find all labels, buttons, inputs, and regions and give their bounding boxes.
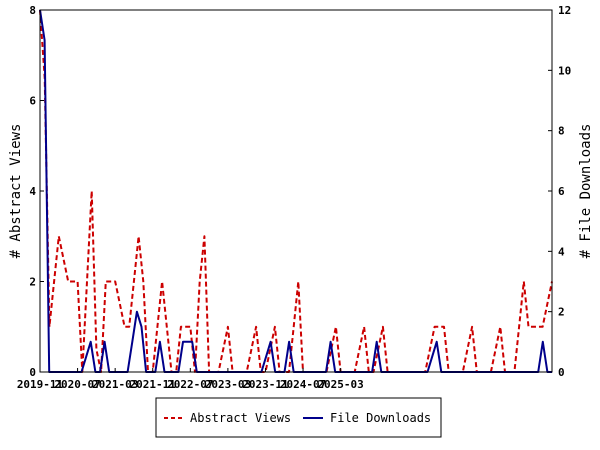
left-tick-label: 2 [29, 276, 36, 289]
x-tick-label: 2023-11 [242, 378, 289, 391]
left-axis-ticks: 0 2 4 6 8 [29, 4, 44, 379]
right-tick-label: 6 [558, 185, 565, 198]
legend: Abstract Views File Downloads [155, 397, 442, 438]
legend-box [155, 397, 442, 438]
right-axis-title: # File Downloads [578, 124, 594, 259]
x-tick-label: 2021-11 [130, 378, 177, 391]
left-axis-title: # Abstract Views [8, 124, 24, 259]
legend-label-abstract-views: Abstract Views [190, 411, 291, 425]
x-tick-label: 2023-03 [205, 378, 251, 391]
series-line-abstract-views [39, 9, 553, 373]
right-tick-label: 0 [558, 366, 565, 379]
x-tick-label: 2024-07 [280, 378, 326, 391]
legend-label-file-downloads: File Downloads [330, 411, 431, 425]
x-tick-label: 2020-07 [54, 378, 100, 391]
left-tick-label: 8 [29, 4, 36, 17]
x-tick-label: 2021-03 [92, 378, 138, 391]
x-tick-label: 2019-11 [17, 378, 64, 391]
right-tick-label: 8 [558, 125, 565, 138]
right-axis-ticks: 0 2 4 6 8 10 12 [548, 4, 571, 379]
plot-frame [39, 9, 553, 373]
right-tick-label: 12 [558, 4, 571, 17]
x-tick-label: 2022-07 [167, 378, 213, 391]
right-tick-label: 2 [558, 306, 565, 319]
plot-marks [39, 9, 553, 373]
x-axis-ticks: 2019-112020-072021-032021-112022-072023-… [17, 368, 364, 391]
left-tick-label: 4 [29, 185, 36, 198]
series-line-file-downloads [39, 9, 552, 373]
left-tick-label: 0 [29, 366, 36, 379]
right-tick-label: 4 [558, 245, 565, 258]
left-tick-label: 6 [29, 95, 36, 108]
right-tick-label: 10 [558, 64, 571, 77]
x-tick-label: 2025-03 [317, 378, 363, 391]
